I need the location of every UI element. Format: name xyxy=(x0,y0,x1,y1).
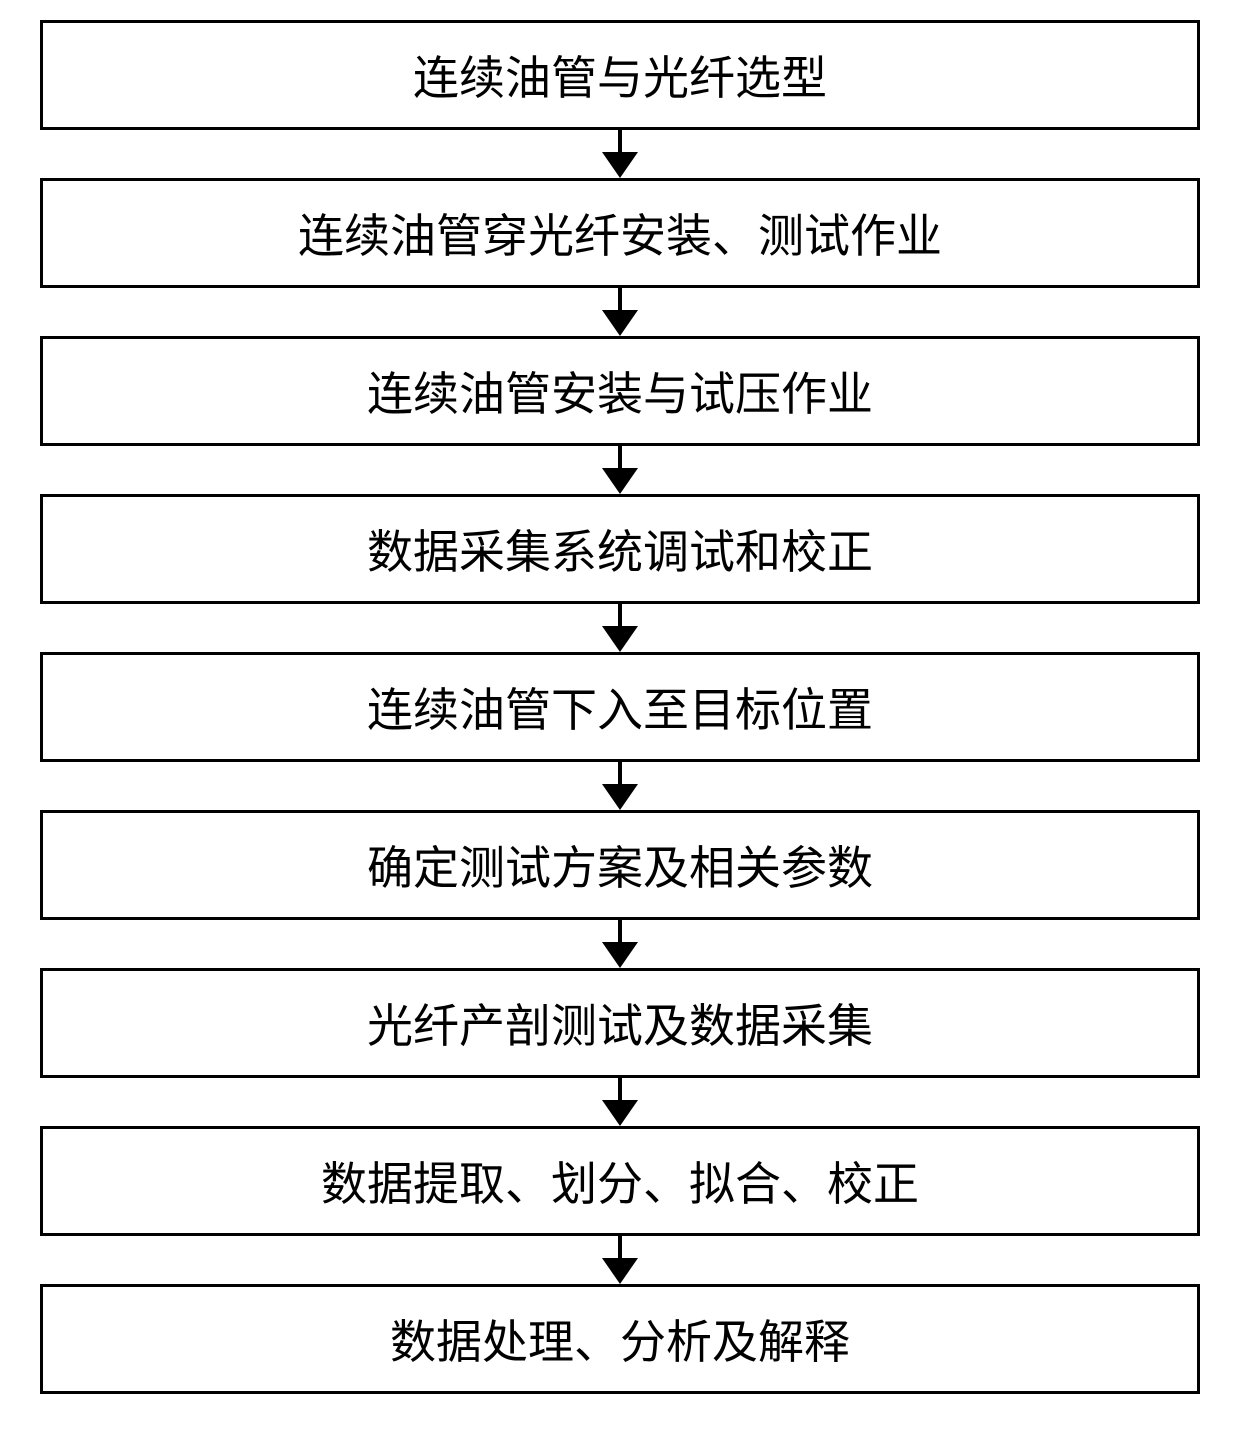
arrow-shaft xyxy=(618,604,622,626)
flowchart-canvas: 连续油管与光纤选型连续油管穿光纤安装、测试作业连续油管安装与试压作业数据采集系统… xyxy=(0,0,1240,1443)
flowchart-step-label: 光纤产剖测试及数据采集 xyxy=(367,990,873,1056)
arrow-shaft xyxy=(618,1236,622,1258)
arrow-head xyxy=(602,468,638,494)
flowchart-step-label: 连续油管安装与试压作业 xyxy=(367,358,873,424)
arrow-head xyxy=(602,1258,638,1284)
flowchart-step-box: 确定测试方案及相关参数 xyxy=(40,810,1200,920)
flowchart-step-box: 光纤产剖测试及数据采集 xyxy=(40,968,1200,1078)
flowchart-step-label: 数据提取、划分、拟合、校正 xyxy=(321,1148,919,1214)
flowchart-step-label: 确定测试方案及相关参数 xyxy=(367,832,873,898)
flowchart-step-box: 数据提取、划分、拟合、校正 xyxy=(40,1126,1200,1236)
flowchart-step-box: 数据采集系统调试和校正 xyxy=(40,494,1200,604)
arrow-head xyxy=(602,942,638,968)
flowchart-arrow-down xyxy=(0,762,1240,810)
flowchart-step-label: 连续油管穿光纤安装、测试作业 xyxy=(298,200,942,266)
flowchart-step-label: 连续油管与光纤选型 xyxy=(413,42,827,108)
arrow-shaft xyxy=(618,762,622,784)
flowchart-arrow-down xyxy=(0,446,1240,494)
flowchart-step-label: 连续油管下入至目标位置 xyxy=(367,674,873,740)
arrow-head xyxy=(602,626,638,652)
arrow-shaft xyxy=(618,288,622,310)
arrow-shaft xyxy=(618,130,622,152)
flowchart-step-box: 连续油管穿光纤安装、测试作业 xyxy=(40,178,1200,288)
arrow-shaft xyxy=(618,446,622,468)
flowchart-arrow-down xyxy=(0,604,1240,652)
arrow-head xyxy=(602,310,638,336)
flowchart-arrow-down xyxy=(0,130,1240,178)
arrow-head xyxy=(602,152,638,178)
flowchart-step-box: 连续油管下入至目标位置 xyxy=(40,652,1200,762)
arrow-shaft xyxy=(618,1078,622,1100)
flowchart-step-box: 连续油管安装与试压作业 xyxy=(40,336,1200,446)
flowchart-step-box: 数据处理、分析及解释 xyxy=(40,1284,1200,1394)
flowchart-step-box: 连续油管与光纤选型 xyxy=(40,20,1200,130)
flowchart-arrow-down xyxy=(0,920,1240,968)
flowchart-arrow-down xyxy=(0,1236,1240,1284)
arrow-shaft xyxy=(618,920,622,942)
arrow-head xyxy=(602,784,638,810)
flowchart-step-label: 数据处理、分析及解释 xyxy=(390,1306,850,1372)
flowchart-step-label: 数据采集系统调试和校正 xyxy=(367,516,873,582)
flowchart-arrow-down xyxy=(0,1078,1240,1126)
flowchart-arrow-down xyxy=(0,288,1240,336)
arrow-head xyxy=(602,1100,638,1126)
